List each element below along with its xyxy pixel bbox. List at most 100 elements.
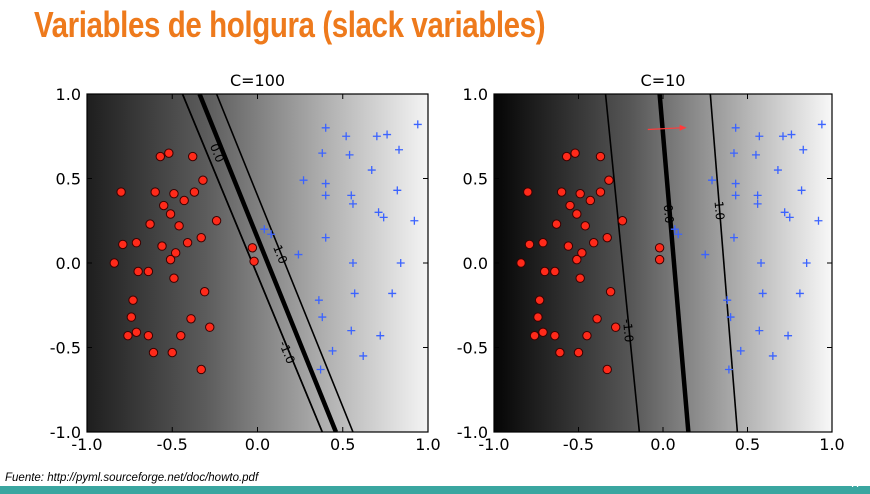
- red-point: [610, 322, 621, 332]
- arrow-shaft: [647, 127, 681, 131]
- red-point: [585, 195, 596, 206]
- blue-point: [374, 208, 383, 217]
- red-point: [563, 241, 574, 251]
- blue-point: [328, 346, 337, 355]
- red-point: [165, 254, 176, 265]
- red-point: [575, 189, 585, 199]
- red-point: [540, 266, 550, 277]
- red-point: [534, 295, 545, 305]
- blue-point: [780, 208, 789, 217]
- contour-lines: 0.0 1.0 -1.0: [604, 94, 739, 432]
- red-point: [199, 287, 210, 297]
- corner-logo: W: [849, 476, 862, 490]
- red-point: [170, 248, 181, 258]
- red-point: [176, 330, 186, 341]
- red-point: [550, 266, 560, 277]
- red-point: [159, 200, 169, 211]
- red-point: [595, 187, 606, 197]
- red-point: [654, 254, 665, 265]
- y-tick-label: 1.0: [56, 85, 81, 104]
- blue-point: [755, 326, 764, 335]
- red-point: [529, 330, 540, 341]
- red-point: [572, 254, 582, 265]
- blue-point: [736, 346, 745, 355]
- slide-title: Variables de holgura (slack variables): [34, 4, 546, 45]
- red-point: [589, 238, 599, 248]
- red-point: [577, 248, 587, 258]
- contour-label: 1.0: [270, 243, 290, 266]
- red-point: [143, 330, 154, 341]
- red-point: [617, 216, 628, 226]
- red-point: [131, 238, 142, 248]
- x-tick-label: -0.5: [157, 435, 188, 454]
- blue-point: [674, 230, 683, 239]
- red-point: [109, 258, 119, 268]
- blue-point: [260, 225, 269, 234]
- red-point: [169, 189, 179, 199]
- blue-point: [321, 191, 330, 200]
- red-point: [550, 330, 560, 341]
- red-point: [555, 347, 565, 358]
- blue-point: [347, 326, 356, 335]
- margin-line: [604, 94, 641, 432]
- blue-point: [731, 123, 740, 132]
- margin-line: [709, 94, 739, 432]
- blue-point: [396, 259, 405, 267]
- contour-label: -1.0: [620, 318, 636, 343]
- blue-point: [802, 259, 811, 267]
- red-point: [182, 238, 193, 248]
- blue-point: [731, 179, 740, 188]
- x-tick-label: -1.0: [478, 435, 509, 454]
- x-tick-label: 0.0: [245, 435, 270, 454]
- red-point: [165, 209, 176, 219]
- red-point: [602, 364, 612, 375]
- red-point: [169, 273, 179, 283]
- y-tick-label: -0.5: [457, 339, 488, 358]
- red-point: [123, 330, 133, 341]
- chart-c10: 0.0 1.0 -1.0 C=10 -1.0 -0.5 0.0 0.5 1.0 1.0 0.5 0.0…: [457, 71, 845, 454]
- red-point: [189, 187, 200, 197]
- data-points: [109, 120, 422, 375]
- x-tick-label: -0.5: [563, 435, 594, 454]
- blue-point: [294, 250, 303, 259]
- red-point: [143, 266, 154, 277]
- blue-point: [372, 132, 381, 141]
- blue-point: [314, 296, 323, 305]
- blue-point: [753, 199, 762, 208]
- x-tick-label: 1.0: [819, 435, 844, 454]
- x-tick-label: 0.5: [735, 435, 760, 454]
- red-point: [575, 273, 585, 283]
- red-point: [538, 327, 548, 337]
- margin-line: [215, 94, 354, 432]
- y-tick-label: 0.5: [56, 170, 81, 189]
- blue-point: [318, 149, 327, 158]
- red-point: [247, 243, 258, 253]
- blue-point: [393, 186, 402, 195]
- blue-point: [388, 289, 397, 298]
- blue-point: [410, 216, 419, 225]
- blue-point: [367, 166, 376, 175]
- red-point: [126, 312, 137, 322]
- red-point: [604, 175, 614, 185]
- red-point: [205, 322, 215, 332]
- blue-point: [383, 130, 392, 139]
- blue-point: [395, 145, 404, 154]
- red-point: [524, 239, 535, 250]
- red-point: [523, 187, 533, 197]
- red-point: [538, 238, 548, 248]
- red-point: [556, 187, 567, 197]
- blue-point: [321, 179, 330, 188]
- blue-point: [817, 120, 826, 129]
- y-tick-label: 0.5: [463, 170, 488, 189]
- blue-point: [773, 166, 782, 175]
- blue-point: [670, 225, 679, 234]
- blue-point: [348, 199, 357, 208]
- blue-point: [359, 351, 368, 360]
- blue-point: [768, 351, 777, 360]
- red-point: [602, 232, 612, 243]
- red-point: [118, 239, 128, 250]
- chart-title: C=100: [230, 71, 285, 90]
- red-point: [196, 364, 206, 375]
- y-tick-label: 1.0: [463, 85, 488, 104]
